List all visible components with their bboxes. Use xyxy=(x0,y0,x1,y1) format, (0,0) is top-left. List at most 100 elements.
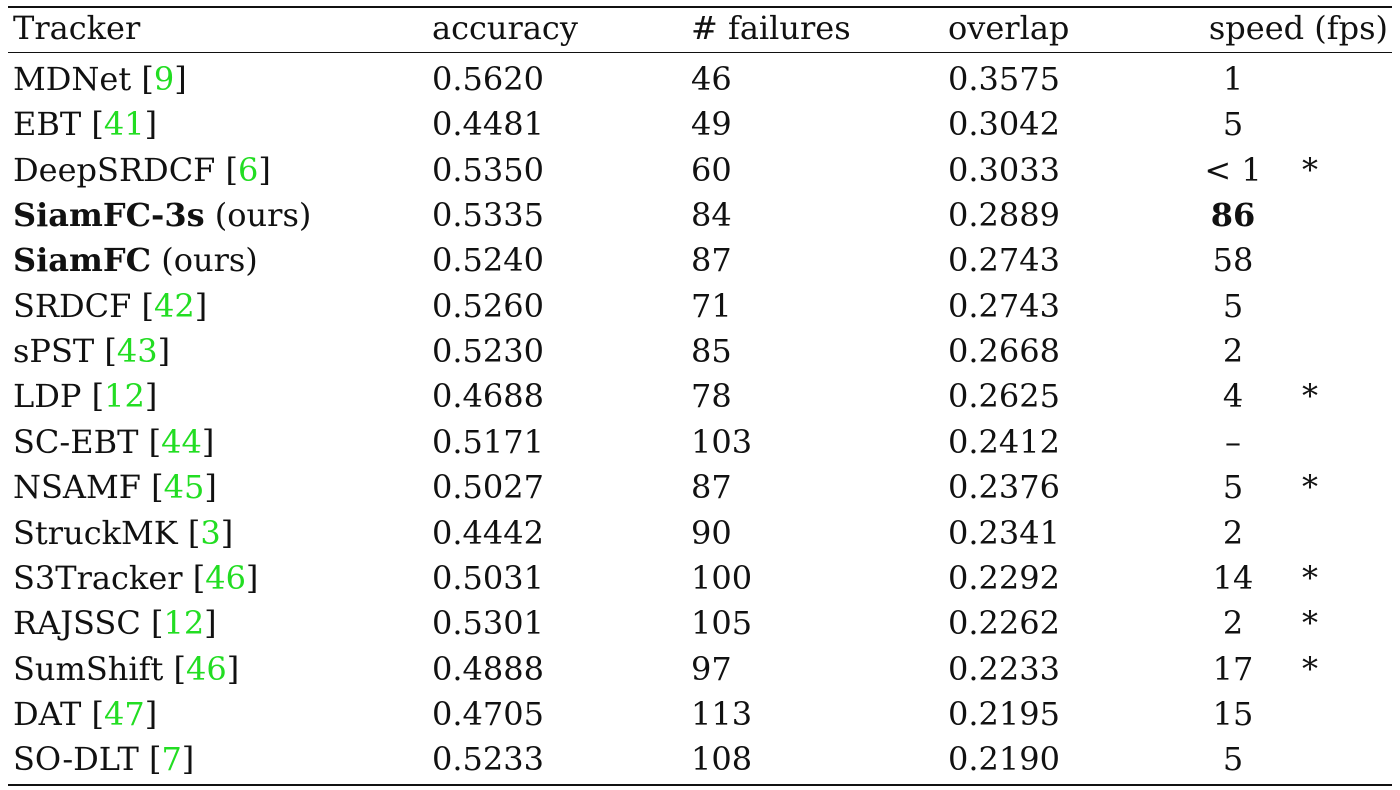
failures-cell: 85 xyxy=(691,332,732,371)
citation-link[interactable]: 7 xyxy=(161,740,182,779)
citation-link[interactable]: 46 xyxy=(205,558,246,597)
overlap-cell: 0.2668 xyxy=(948,332,1060,371)
citation-link[interactable]: 6 xyxy=(238,150,259,189)
accuracy-cell: 0.5260 xyxy=(432,286,544,325)
speed-cell: 14 xyxy=(1212,558,1254,597)
failures-cell: 103 xyxy=(691,422,753,461)
cite-bracket-close: ] xyxy=(181,740,195,779)
accuracy-cell: 0.5230 xyxy=(432,332,544,371)
tracker-name: SiamFC-3s xyxy=(13,196,205,235)
cite-bracket-open: [ xyxy=(91,105,104,144)
failures-cell: 108 xyxy=(691,740,753,779)
table-row: S3Tracker [46] 0.5031 100 0.2292 14 * xyxy=(8,556,1392,601)
failures-cell: 87 xyxy=(691,468,732,507)
tracker-name: RAJSSC xyxy=(13,604,141,643)
failures-cell: 87 xyxy=(691,241,732,280)
table-row: SiamFC (ours) 0.5240 87 0.2743 58 xyxy=(8,238,1392,283)
failures-cell: 49 xyxy=(691,105,732,144)
citation-link[interactable]: 44 xyxy=(161,422,202,461)
citation-link[interactable]: 46 xyxy=(186,649,227,688)
table-row: LDP [12] 0.4688 78 0.2625 4 * xyxy=(8,374,1392,419)
failures-cell: 100 xyxy=(691,558,753,597)
citation-link[interactable]: 47 xyxy=(104,694,145,733)
accuracy-cell: 0.5233 xyxy=(432,740,544,779)
citation-link[interactable]: 45 xyxy=(163,468,205,507)
accuracy-cell: 0.5171 xyxy=(432,422,544,461)
tracker-name: sPST xyxy=(13,332,95,371)
table-row: RAJSSC [12] 0.5301 105 0.2262 2 * xyxy=(8,601,1392,646)
cite-bracket-open: [ xyxy=(225,150,239,189)
table-row: MDNet [9] 0.5620 46 0.3575 1 xyxy=(8,57,1392,102)
speed-cell: – xyxy=(1225,422,1241,461)
speed-cell: < 1 xyxy=(1204,150,1262,189)
overlap-cell: 0.2376 xyxy=(948,468,1060,507)
header-accuracy: accuracy xyxy=(432,9,578,47)
table-row: DeepSRDCF [6] 0.5350 60 0.3033 < 1 * xyxy=(8,148,1392,193)
header-row: Tracker accuracy # failures overlap spee… xyxy=(8,6,1392,51)
speed-star-mark: * xyxy=(1302,468,1318,507)
tracker-name: SO-DLT xyxy=(13,740,139,779)
failures-cell: 105 xyxy=(691,604,753,643)
tracker-cell: SiamFC-3s (ours) xyxy=(13,193,311,238)
speed-star-mark: * xyxy=(1302,377,1318,416)
citation-link[interactable]: 42 xyxy=(154,286,195,325)
tracker-cell: RAJSSC [12] xyxy=(13,601,217,646)
citation-link[interactable]: 43 xyxy=(116,332,158,371)
table-row: StruckMK [3] 0.4442 90 0.2341 2 xyxy=(8,511,1392,556)
table-row: SumShift [46] 0.4888 97 0.2233 17 * xyxy=(8,647,1392,692)
speed-cell: 17 xyxy=(1212,649,1254,688)
failures-cell: 46 xyxy=(691,60,732,98)
cite-bracket-open: [ xyxy=(104,332,117,371)
header-speed: speed (fps) xyxy=(1208,9,1388,47)
header-failures: # failures xyxy=(691,9,851,47)
cite-bracket-open: [ xyxy=(150,604,164,643)
tracker-cell: SiamFC (ours) xyxy=(13,238,258,283)
citation-link[interactable]: 12 xyxy=(104,377,145,416)
tracker-cell: SC-EBT [44] xyxy=(13,420,214,465)
tracker-cell: SO-DLT [7] xyxy=(13,737,194,782)
cite-bracket-open: [ xyxy=(91,377,105,416)
top-rule xyxy=(8,6,1392,8)
accuracy-cell: 0.5335 xyxy=(432,196,544,235)
table-row: SO-DLT [7] 0.5233 108 0.2190 5 xyxy=(8,737,1392,782)
cite-bracket-open: [ xyxy=(148,740,162,779)
table-row: DAT [47] 0.4705 113 0.2195 15 xyxy=(8,692,1392,737)
overlap-cell: 0.2743 xyxy=(948,241,1060,280)
table-row: SC-EBT [44] 0.5171 103 0.2412 – xyxy=(8,420,1392,465)
cite-bracket-close: ] xyxy=(194,286,208,325)
cite-bracket-close: ] xyxy=(144,105,158,144)
cite-bracket-open: [ xyxy=(173,649,186,688)
table-row: SiamFC-3s (ours) 0.5335 84 0.2889 86 xyxy=(8,193,1392,238)
citation-link[interactable]: 9 xyxy=(153,60,175,98)
overlap-cell: 0.2262 xyxy=(948,604,1060,643)
speed-cell: 86 xyxy=(1210,196,1256,235)
citation-link[interactable]: 12 xyxy=(163,604,205,643)
tracker-cell: StruckMK [3] xyxy=(13,511,233,556)
tracker-name: DeepSRDCF xyxy=(13,150,216,189)
tracker-name: StruckMK xyxy=(13,513,178,552)
citation-link[interactable]: 3 xyxy=(200,513,221,552)
failures-cell: 78 xyxy=(691,377,732,416)
overlap-cell: 0.2195 xyxy=(948,694,1060,733)
citation-link[interactable]: 41 xyxy=(103,105,145,144)
failures-cell: 113 xyxy=(691,694,753,733)
cite-bracket-close: ] xyxy=(157,332,171,371)
cite-bracket-open: [ xyxy=(141,286,155,325)
cite-bracket-open: [ xyxy=(91,694,105,733)
tracker-name: NSAMF xyxy=(13,468,141,507)
failures-cell: 60 xyxy=(691,150,732,189)
accuracy-cell: 0.4481 xyxy=(432,105,544,144)
speed-cell: 5 xyxy=(1222,468,1244,507)
cite-bracket-close: ] xyxy=(204,468,217,507)
table-row: sPST [43] 0.5230 85 0.2668 2 xyxy=(8,329,1392,374)
overlap-cell: 0.2292 xyxy=(948,558,1060,597)
speed-cell: 5 xyxy=(1222,105,1244,144)
accuracy-cell: 0.5620 xyxy=(432,60,544,98)
cite-bracket-open: [ xyxy=(141,60,154,98)
speed-cell: 5 xyxy=(1222,740,1244,779)
accuracy-cell: 0.4688 xyxy=(432,377,544,416)
tracker-cell: LDP [12] xyxy=(13,374,157,419)
cite-bracket-close: ] xyxy=(245,558,259,597)
speed-cell: 2 xyxy=(1222,513,1244,552)
failures-cell: 71 xyxy=(691,286,732,325)
